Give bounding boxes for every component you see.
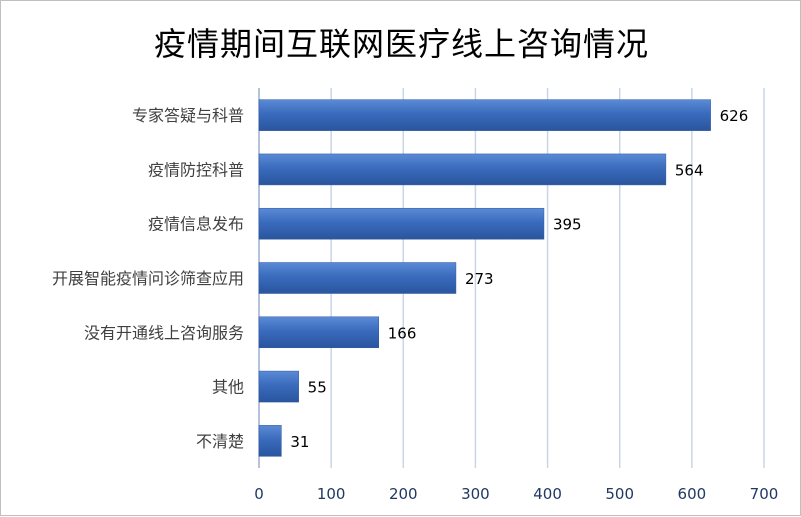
category-label: 其他 (212, 378, 244, 397)
bars (258, 99, 711, 457)
data-label: 273 (465, 270, 494, 288)
data-label: 31 (290, 433, 309, 451)
bar (258, 99, 711, 131)
bar (258, 262, 457, 294)
bar (258, 207, 545, 240)
x-tick-label: 100 (317, 485, 346, 503)
data-label: 55 (308, 379, 327, 397)
x-tick-label: 200 (389, 485, 418, 503)
bar (258, 153, 667, 186)
category-label: 没有开通线上咨询服务 (84, 323, 244, 342)
x-tick-label: 300 (461, 485, 490, 503)
chart-title: 疫情期间互联网医疗线上咨询情况 (153, 25, 649, 63)
labels: 0 100 200 300 400 500 600 700 626 专家答疑与科普 564 疫情防控科… (52, 106, 778, 503)
x-tick-label: 600 (678, 485, 707, 503)
x-tick-label: 0 (254, 485, 264, 503)
data-label: 564 (675, 161, 704, 179)
bar (258, 425, 282, 457)
data-label: 626 (720, 107, 749, 125)
category-label: 疫情信息发布 (148, 215, 244, 234)
category-label: 专家答疑与科普 (132, 106, 244, 125)
x-tick-label: 500 (605, 485, 634, 503)
category-label: 疫情防控科普 (148, 160, 244, 179)
category-label: 开展智能疫情问诊筛查应用 (52, 269, 244, 288)
bar (258, 370, 299, 403)
category-label: 不清楚 (196, 432, 244, 451)
x-tick-label: 400 (533, 485, 562, 503)
data-label: 166 (388, 324, 417, 342)
x-tick-label: 700 (750, 485, 779, 503)
data-label: 395 (553, 216, 582, 234)
bar (258, 316, 380, 349)
